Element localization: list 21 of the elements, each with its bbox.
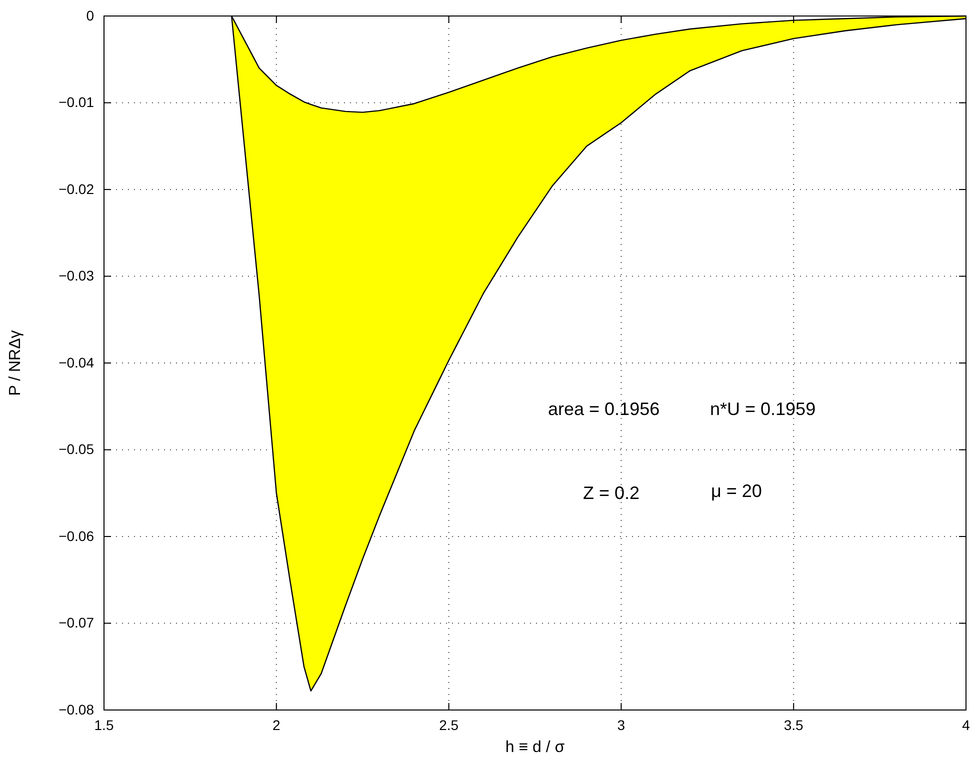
y-tick-label: −0.03 — [58, 268, 94, 284]
x-tick-label: 3 — [617, 716, 626, 733]
y-tick-label: −0.04 — [58, 354, 94, 370]
annotation: μ = 20 — [711, 481, 762, 501]
annotation: Z = 0.2 — [583, 483, 640, 503]
x-tick-label: 3.5 — [784, 716, 804, 733]
x-tick-label: 2.5 — [439, 716, 459, 733]
x-tick-label: 1.5 — [94, 716, 114, 733]
y-tick-label: 0 — [86, 7, 94, 24]
y-tick-label: −0.01 — [58, 94, 94, 110]
annotation: area = 0.1956 — [548, 399, 660, 419]
x-axis-title: h ≡ d / σ — [505, 739, 565, 756]
annotation: n*U = 0.1959 — [710, 399, 816, 419]
y-tick-label: −0.02 — [58, 180, 94, 197]
y-tick-label: −0.05 — [58, 441, 94, 458]
y-tick-label: −0.06 — [58, 528, 94, 544]
x-tick-label: 2 — [272, 716, 280, 733]
y-tick-label: −0.08 — [58, 701, 94, 718]
y-axis-title: P / NRΔγ — [7, 330, 24, 396]
x-tick-label: 4 — [962, 716, 970, 733]
y-tick-label: −0.07 — [58, 614, 94, 631]
